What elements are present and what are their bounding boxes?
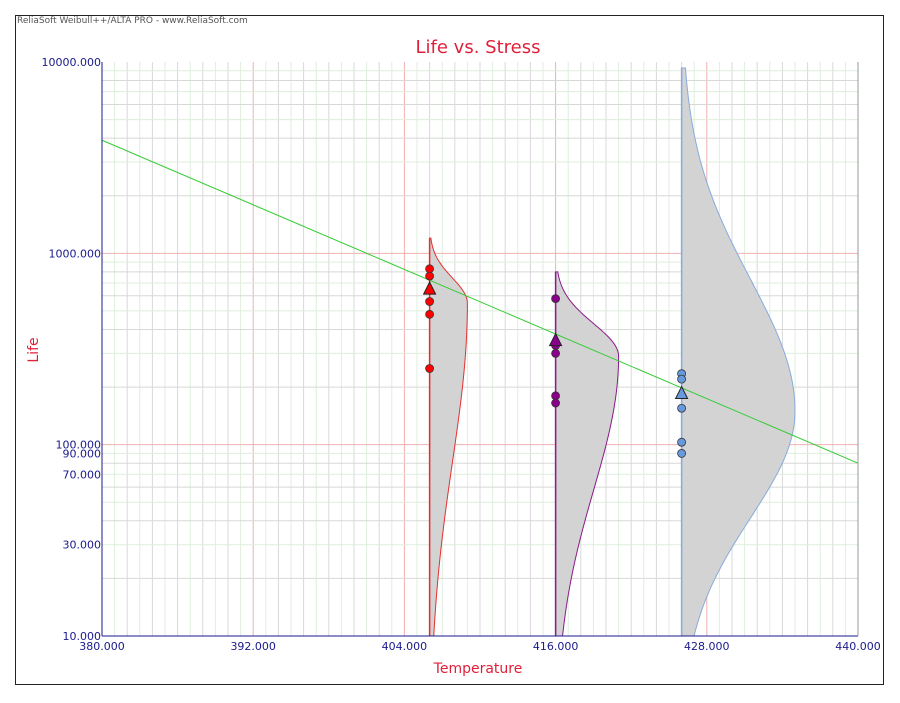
data-point xyxy=(551,391,560,401)
y-tick-label: 1000.000 xyxy=(49,247,102,260)
data-point xyxy=(551,348,560,358)
pdf-curve-3 xyxy=(681,67,796,637)
data-point xyxy=(677,374,686,384)
y-tick-label: 10.000 xyxy=(63,630,102,643)
data-point xyxy=(425,309,435,319)
data-point xyxy=(677,437,686,447)
mean-life-marker xyxy=(548,332,563,347)
chart-title: Life vs. Stress xyxy=(416,37,541,58)
y-tick-label: 90.000 xyxy=(63,447,102,460)
mean-life-marker xyxy=(422,281,437,295)
data-point xyxy=(677,403,686,413)
data-point xyxy=(425,264,435,274)
y-tick-label: 10000.000 xyxy=(42,56,102,69)
data-point xyxy=(551,294,560,303)
x-tick-label: 428.000 xyxy=(684,640,730,653)
mean-life-marker xyxy=(674,385,689,400)
x-tick-label: 440.000 xyxy=(835,640,881,653)
x-tick-label: 416.000 xyxy=(533,640,579,653)
pdf-curve-1 xyxy=(429,237,468,637)
x-tick-label: 404.000 xyxy=(382,640,428,653)
fit-line xyxy=(101,139,859,464)
x-axis-label: Temperature xyxy=(433,661,523,677)
watermark-text: ReliaSoft Weibull++/ALTA PRO - www.Relia… xyxy=(17,16,248,26)
pdf-fill-layer xyxy=(429,67,796,637)
y-axis-label: Life xyxy=(26,337,42,362)
data-point xyxy=(425,364,435,373)
x-tick-label: 380.000 xyxy=(79,640,125,653)
points-layer xyxy=(422,264,689,458)
y-tick-label: 30.000 xyxy=(63,539,102,552)
y-tick-label: 70.000 xyxy=(63,468,102,481)
y-tick-label: 100.000 xyxy=(56,439,102,452)
data-point xyxy=(425,297,435,306)
axis-layer: 380.000 392.000 404.000 416.000 428.000 440.0… xyxy=(42,56,881,653)
x-tick-label: 392.000 xyxy=(230,640,276,653)
data-point xyxy=(551,398,560,408)
data-point xyxy=(425,271,435,281)
fit-line-layer xyxy=(101,139,859,464)
data-point xyxy=(677,449,686,458)
pdf-curve-2 xyxy=(555,271,620,637)
